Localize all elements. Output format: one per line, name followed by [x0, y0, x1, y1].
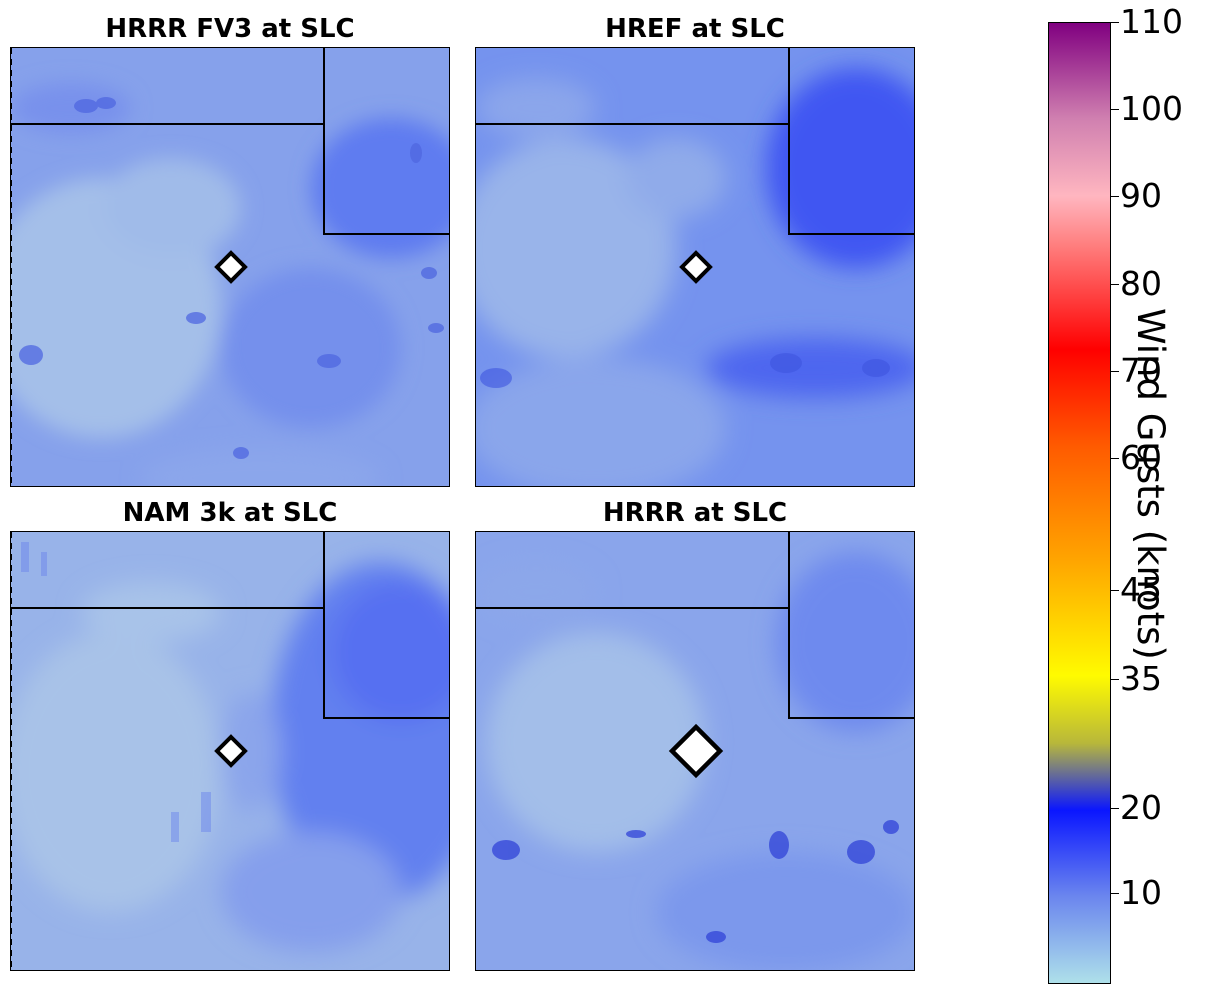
- map-panel-hrrr-fv3: [10, 47, 450, 487]
- colorbar-title: Wind Gusts (knots): [1129, 308, 1172, 660]
- colorbar-gradient: [1049, 23, 1110, 983]
- map-panel-hrrr: [475, 531, 915, 971]
- map-panel-nam-3k: [10, 531, 450, 971]
- colorbar-tick-label: 20: [1120, 788, 1162, 827]
- panel-title-hrrr: HRRR at SLC: [602, 498, 788, 528]
- colorbar-tick-mark: [1111, 458, 1119, 459]
- panel-title-hrrr-fv3: HRRR FV3 at SLC: [105, 14, 355, 44]
- colorbar-tick-label: 110: [1120, 2, 1183, 41]
- colorbar-tick-mark: [1111, 590, 1119, 591]
- colorbar-tick-mark: [1111, 196, 1119, 197]
- station-marker-slc: [679, 250, 713, 284]
- colorbar-tick-mark: [1111, 679, 1119, 680]
- panel-title-nam-3k: NAM 3k at SLC: [122, 498, 338, 528]
- colorbar-tick-mark: [1111, 109, 1119, 110]
- colorbar-tick-label: 90: [1120, 176, 1162, 215]
- colorbar-tick-label: 45: [1120, 570, 1162, 609]
- colorbar-tick-mark: [1111, 808, 1119, 809]
- station-marker-slc: [214, 250, 248, 284]
- state-borders: [476, 48, 914, 235]
- colorbar-tick-mark: [1111, 22, 1119, 23]
- map-panel-href: [475, 47, 915, 487]
- state-borders: [11, 532, 449, 719]
- colorbar-tick-label: 10: [1120, 873, 1162, 912]
- colorbar: [1048, 22, 1111, 984]
- colorbar-tick-label: 100: [1120, 89, 1183, 128]
- colorbar-tick-mark: [1111, 893, 1119, 894]
- colorbar-tick-mark: [1111, 284, 1119, 285]
- state-borders: [11, 48, 449, 235]
- colorbar-tick-label: 70: [1120, 351, 1162, 390]
- colorbar-tick-mark: [1111, 371, 1119, 372]
- colorbar-tick-label: 80: [1120, 264, 1162, 303]
- panel-title-href: HREF at SLC: [605, 14, 785, 44]
- colorbar-tick-label: 60: [1120, 438, 1162, 477]
- station-marker-slc: [214, 734, 248, 768]
- colorbar-tick-label: 35: [1120, 659, 1162, 698]
- state-borders: [476, 532, 914, 719]
- station-marker-slc: [668, 723, 724, 779]
